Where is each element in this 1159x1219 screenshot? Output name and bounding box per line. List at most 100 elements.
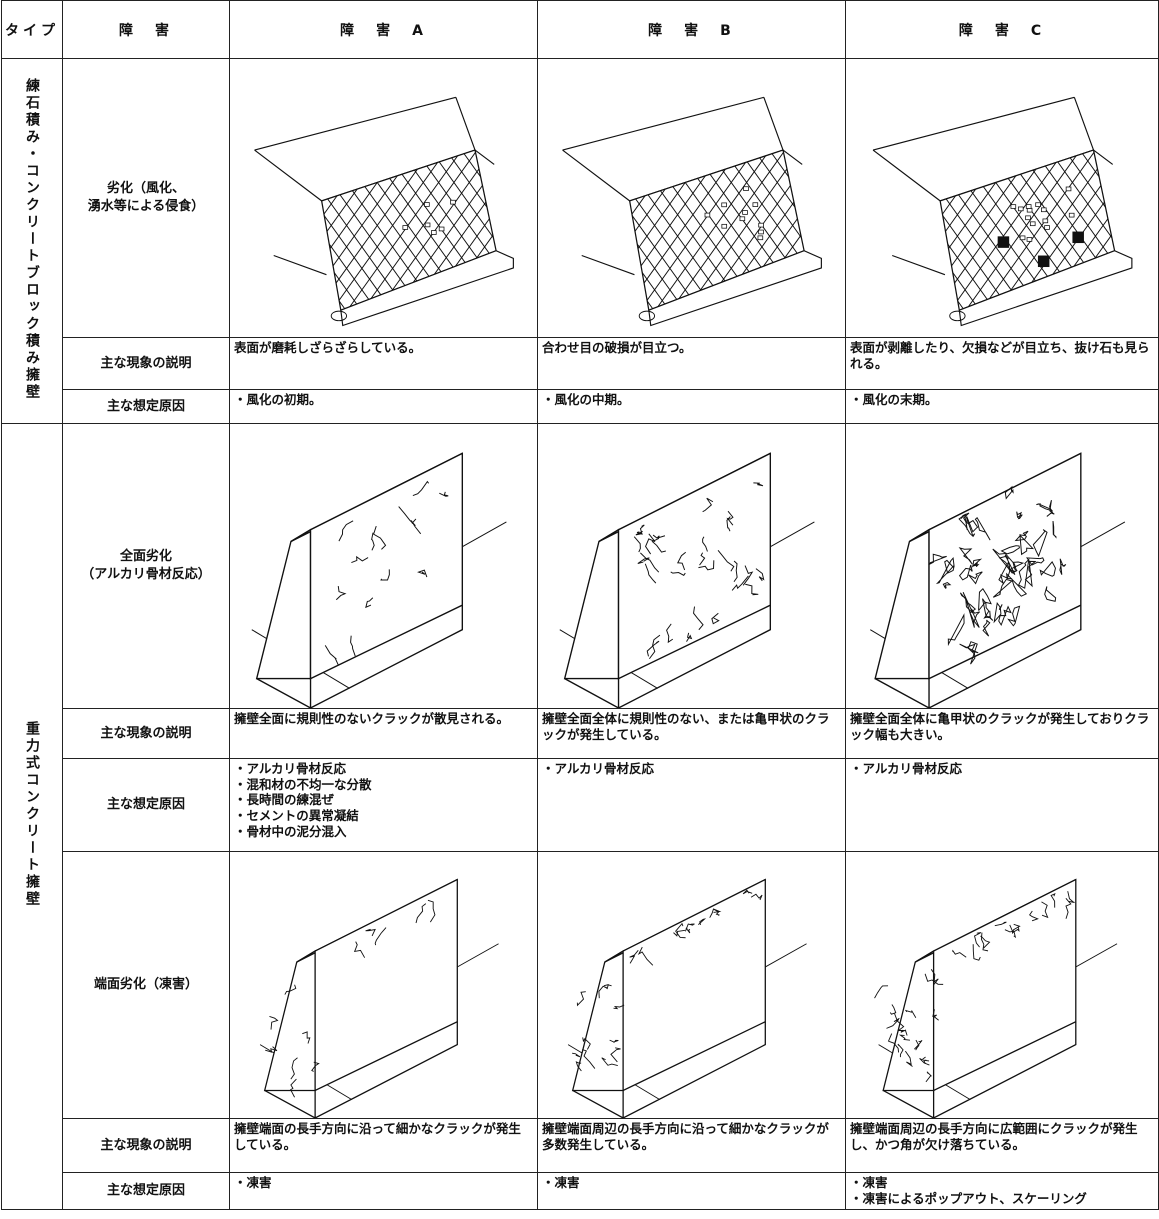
sketch-line — [439, 491, 449, 497]
sketch-line — [924, 973, 944, 985]
sketch-line — [928, 553, 947, 566]
sketch-line — [742, 565, 754, 586]
sketch-line — [742, 889, 753, 895]
weathering — [758, 229, 764, 235]
description-label: 主な現象の説明 — [62, 1118, 230, 1173]
sketch-line — [998, 605, 1012, 627]
lattice-line — [321, 150, 497, 311]
illustration-cell — [537, 851, 846, 1119]
illustration — [874, 878, 1118, 1118]
illustration-cell — [845, 851, 1159, 1119]
sketch-line — [648, 634, 661, 660]
lattice-line — [321, 150, 497, 311]
lattice-line — [321, 150, 482, 311]
illustration-cell — [537, 423, 846, 709]
sketch-line — [373, 525, 387, 550]
sketch-line — [1041, 901, 1049, 919]
lattice-line — [846, 59, 915, 327]
sketch-line — [572, 1021, 766, 1118]
sketch-line — [427, 899, 436, 923]
lattice-line — [321, 150, 451, 311]
cause-label: 主な想定原因 — [62, 389, 230, 424]
sketch-line — [974, 516, 991, 541]
lattice-line — [1153, 59, 1157, 327]
sketch-line — [1000, 545, 1020, 555]
drain — [638, 310, 656, 322]
header-cell: 障 害 — [62, 0, 230, 59]
lattice-line — [1138, 59, 1157, 327]
wall-face — [617, 452, 772, 680]
lattice-line — [538, 59, 589, 327]
sketch-line — [601, 1057, 618, 1066]
lattice-line — [538, 59, 543, 327]
illustration — [251, 452, 507, 708]
sketch-line — [613, 1004, 625, 1010]
weathering — [438, 226, 445, 232]
lattice-line — [629, 150, 805, 311]
sketch-line — [925, 1071, 933, 1083]
sketch-line — [1067, 891, 1076, 904]
sketch-line — [978, 588, 992, 611]
sketch-line — [374, 927, 387, 946]
sketch-line — [966, 516, 979, 533]
description-text: 合わせ目の破損が目立つ。 — [537, 337, 846, 390]
illustration-cell — [229, 58, 538, 338]
sketch-line — [900, 1029, 908, 1036]
lattice-line — [321, 150, 328, 311]
cause-cell: ・風化の末期。 — [845, 389, 1159, 424]
sketch-line — [415, 903, 427, 924]
illustration-cell — [229, 851, 538, 1119]
sketch-line — [686, 632, 693, 642]
wall-side — [882, 949, 935, 1092]
sketch-line — [582, 1037, 591, 1050]
cause-item: ・セメントの異常凝結 — [234, 807, 359, 823]
sketch-line — [970, 608, 981, 628]
lattice-line — [629, 150, 636, 311]
sketch-line — [338, 520, 354, 542]
illustration — [538, 59, 844, 327]
description-text: 擁壁端面周辺の長手方向に広範囲にクラックが発生し、かつ角が欠け落ちている。 — [845, 1118, 1159, 1173]
lattice-line — [538, 59, 605, 327]
sketch-line — [575, 1061, 582, 1072]
sketch-line — [284, 984, 297, 995]
description-text: 擁壁全面に規則性のないクラックが散見される。 — [229, 708, 538, 759]
illustration — [567, 878, 807, 1118]
sketch-line — [930, 969, 939, 986]
weathering — [1026, 237, 1033, 242]
lattice-line — [321, 150, 405, 311]
lattice-line — [940, 150, 1115, 311]
lattice-line — [846, 59, 931, 327]
lattice-line — [230, 59, 235, 327]
weathering — [1010, 204, 1017, 209]
lattice-line — [953, 150, 1115, 311]
weathering — [721, 223, 728, 229]
sketch-line — [412, 480, 430, 497]
sketch-line — [311, 1061, 320, 1072]
sketch-line — [371, 532, 375, 551]
weathering — [424, 202, 430, 207]
sketch-line — [1059, 558, 1067, 575]
lattice-line — [940, 150, 1115, 311]
cause-item: ・風化の末期。 — [850, 392, 938, 407]
sketch-line — [645, 533, 656, 555]
cause-cell: ・アルカリ骨材反応 — [845, 758, 1159, 852]
lattice-line — [940, 150, 993, 311]
sketch-line — [670, 571, 686, 576]
sketch-line — [915, 1039, 920, 1051]
lattice-line — [538, 59, 559, 327]
weathering — [1025, 215, 1031, 221]
lattice-line — [321, 150, 328, 311]
lattice-line — [812, 59, 844, 327]
sketch-line — [698, 918, 707, 926]
lattice-line — [230, 59, 251, 327]
sketch-line — [874, 985, 889, 999]
sketch-line — [958, 513, 976, 538]
lattice-line — [538, 59, 574, 327]
sketch-line — [998, 561, 1011, 585]
cause-cell: ・風化の初期。 — [229, 389, 538, 424]
lattice-line — [940, 150, 962, 311]
cause-cell: ・凍害 ・凍害によるポップアウト、スケーリング — [845, 1172, 1159, 1210]
description-label: 主な現象の説明 — [62, 708, 230, 759]
